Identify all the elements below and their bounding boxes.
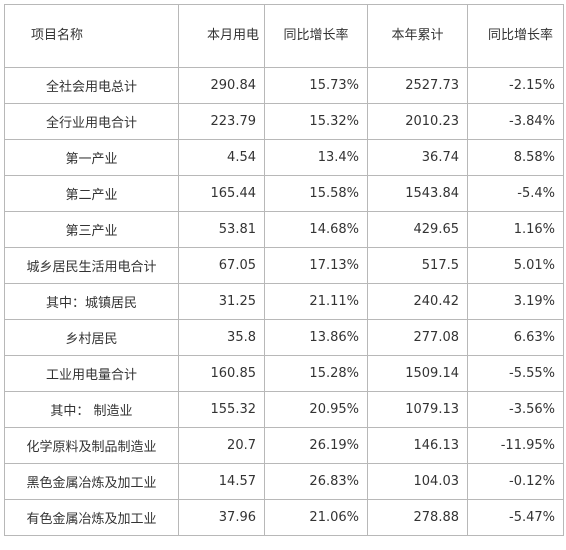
- cell-year-total: 1509.14: [367, 355, 468, 392]
- cell-item-name: 化学原料及制品制造业: [4, 427, 179, 464]
- cell-month-usage: 223.79: [178, 103, 265, 140]
- cell-month-yoy: 17.13%: [264, 247, 368, 284]
- header-year-yoy: 同比增长率: [467, 4, 564, 68]
- cell-year-total: 277.08: [367, 319, 468, 356]
- cell-month-yoy: 14.68%: [264, 211, 368, 248]
- cell-year-total: 1543.84: [367, 175, 468, 212]
- cell-item-name: 黑色金属冶炼及加工业: [4, 463, 179, 500]
- cell-item-name: 工业用电量合计: [4, 355, 179, 392]
- cell-year-total: 429.65: [367, 211, 468, 248]
- electricity-consumption-table: 项目名称 本月用电 同比增长率 本年累计 同比增长率 全社会用电总计 290.84…: [4, 4, 564, 536]
- cell-year-yoy: -3.56%: [467, 391, 564, 428]
- cell-year-total: 240.42: [367, 283, 468, 320]
- cell-year-yoy: -3.84%: [467, 103, 564, 140]
- cell-year-yoy: 8.58%: [467, 139, 564, 176]
- cell-month-usage: 160.85: [178, 355, 265, 392]
- cell-item-name: 第三产业: [4, 211, 179, 248]
- cell-year-yoy: -0.12%: [467, 463, 564, 500]
- cell-year-yoy: -5.4%: [467, 175, 564, 212]
- cell-year-total: 1079.13: [367, 391, 468, 428]
- header-month-usage: 本月用电: [178, 4, 265, 68]
- table-header-row: 项目名称 本月用电 同比增长率 本年累计 同比增长率: [4, 4, 564, 68]
- table-row: 有色金属冶炼及加工业 37.96 21.06% 278.88 -5.47%: [4, 499, 564, 536]
- cell-month-yoy: 13.4%: [264, 139, 368, 176]
- cell-item-name: 城乡居民生活用电合计: [4, 247, 179, 284]
- header-item-name: 项目名称: [4, 4, 179, 68]
- header-year-total: 本年累计: [367, 4, 468, 68]
- cell-month-yoy: 26.83%: [264, 463, 368, 500]
- cell-year-total: 2527.73: [367, 67, 468, 104]
- cell-item-name: 乡村居民: [4, 319, 179, 356]
- cell-year-total: 517.5: [367, 247, 468, 284]
- table-row: 其中： 制造业 155.32 20.95% 1079.13 -3.56%: [4, 391, 564, 428]
- cell-year-total: 146.13: [367, 427, 468, 464]
- table-row: 工业用电量合计 160.85 15.28% 1509.14 -5.55%: [4, 355, 564, 392]
- cell-item-name: 第二产业: [4, 175, 179, 212]
- cell-item-name: 全行业用电合计: [4, 103, 179, 140]
- cell-year-yoy: 5.01%: [467, 247, 564, 284]
- cell-item-name: 有色金属冶炼及加工业: [4, 499, 179, 536]
- cell-month-usage: 31.25: [178, 283, 265, 320]
- table-row: 其中：城镇居民 31.25 21.11% 240.42 3.19%: [4, 283, 564, 320]
- cell-year-total: 36.74: [367, 139, 468, 176]
- cell-year-yoy: -5.47%: [467, 499, 564, 536]
- cell-month-usage: 4.54: [178, 139, 265, 176]
- table-row: 乡村居民 35.8 13.86% 277.08 6.63%: [4, 319, 564, 356]
- table-row: 化学原料及制品制造业 20.7 26.19% 146.13 -11.95%: [4, 427, 564, 464]
- cell-month-usage: 37.96: [178, 499, 265, 536]
- cell-month-yoy: 21.11%: [264, 283, 368, 320]
- cell-year-yoy: -11.95%: [467, 427, 564, 464]
- cell-item-name: 全社会用电总计: [4, 67, 179, 104]
- cell-month-yoy: 20.95%: [264, 391, 368, 428]
- cell-item-name: 其中：城镇居民: [4, 283, 179, 320]
- cell-month-yoy: 15.73%: [264, 67, 368, 104]
- table-body: 全社会用电总计 290.84 15.73% 2527.73 -2.15% 全行业用电合计 2…: [4, 67, 564, 536]
- cell-month-yoy: 15.32%: [264, 103, 368, 140]
- cell-year-total: 278.88: [367, 499, 468, 536]
- cell-month-usage: 155.32: [178, 391, 265, 428]
- cell-year-yoy: -2.15%: [467, 67, 564, 104]
- cell-month-usage: 67.05: [178, 247, 265, 284]
- cell-month-yoy: 15.28%: [264, 355, 368, 392]
- table-row: 第一产业 4.54 13.4% 36.74 8.58%: [4, 139, 564, 176]
- cell-year-yoy: -5.55%: [467, 355, 564, 392]
- table-row: 城乡居民生活用电合计 67.05 17.13% 517.5 5.01%: [4, 247, 564, 284]
- header-month-yoy: 同比增长率: [264, 4, 368, 68]
- cell-year-total: 104.03: [367, 463, 468, 500]
- cell-month-usage: 290.84: [178, 67, 265, 104]
- cell-month-usage: 20.7: [178, 427, 265, 464]
- cell-year-total: 2010.23: [367, 103, 468, 140]
- table-row: 全社会用电总计 290.84 15.73% 2527.73 -2.15%: [4, 67, 564, 104]
- cell-month-usage: 14.57: [178, 463, 265, 500]
- table-row: 黑色金属冶炼及加工业 14.57 26.83% 104.03 -0.12%: [4, 463, 564, 500]
- table-row: 第三产业 53.81 14.68% 429.65 1.16%: [4, 211, 564, 248]
- cell-month-yoy: 15.58%: [264, 175, 368, 212]
- cell-item-name: 其中： 制造业: [4, 391, 179, 428]
- cell-year-yoy: 3.19%: [467, 283, 564, 320]
- cell-item-name: 第一产业: [4, 139, 179, 176]
- cell-year-yoy: 1.16%: [467, 211, 564, 248]
- cell-month-yoy: 26.19%: [264, 427, 368, 464]
- cell-month-usage: 35.8: [178, 319, 265, 356]
- table-row: 全行业用电合计 223.79 15.32% 2010.23 -3.84%: [4, 103, 564, 140]
- cell-month-usage: 53.81: [178, 211, 265, 248]
- cell-month-yoy: 13.86%: [264, 319, 368, 356]
- table-row: 第二产业 165.44 15.58% 1543.84 -5.4%: [4, 175, 564, 212]
- cell-month-usage: 165.44: [178, 175, 265, 212]
- cell-month-yoy: 21.06%: [264, 499, 368, 536]
- cell-year-yoy: 6.63%: [467, 319, 564, 356]
